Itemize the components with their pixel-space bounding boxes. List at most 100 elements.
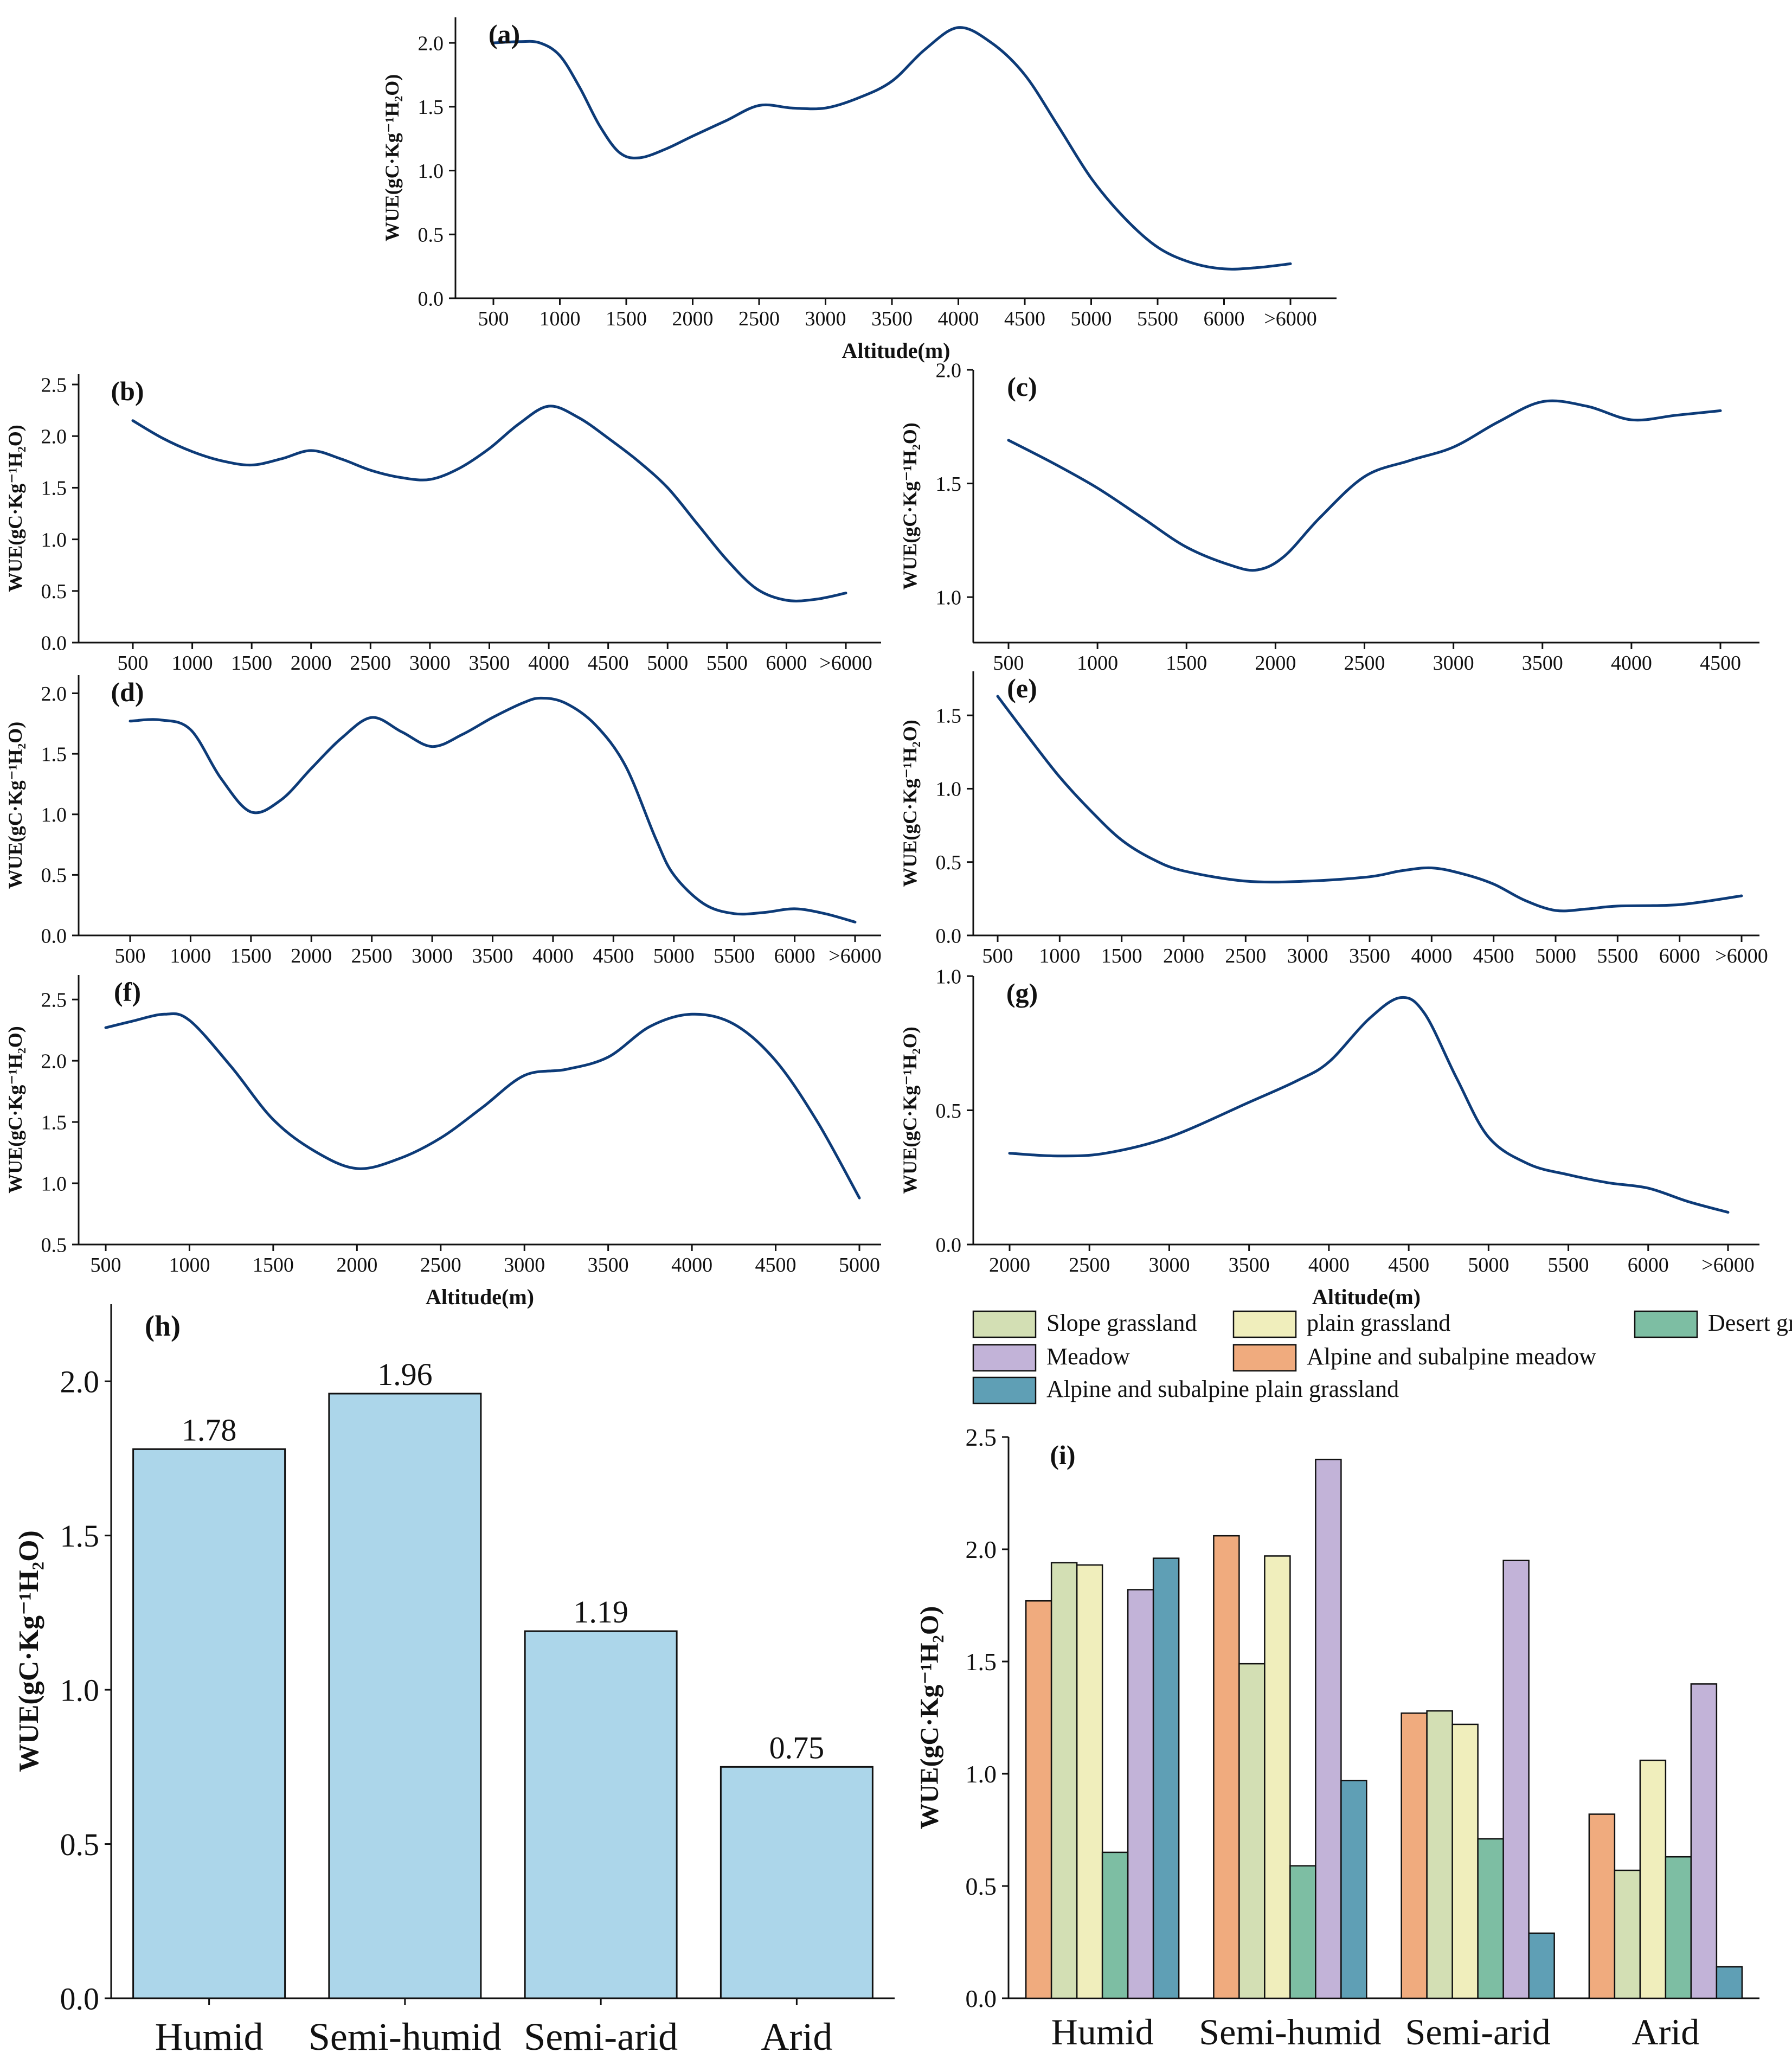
panel-g: 2000 2500 3000 3500 4000 4500 5000 5500 6000 >600…	[899, 978, 1759, 1309]
x-tick-label: 1500	[253, 1254, 294, 1277]
wue-curve-a	[492, 26, 1292, 271]
y-tick-label: 2.5	[41, 989, 67, 1011]
y-tick-label: 0.5	[60, 1827, 100, 1862]
y-tick-label: 1.5	[41, 743, 67, 766]
y-tick-label: 2.0	[41, 683, 67, 705]
bar-semi-arid-alpine-and-subalpine-meadow	[1401, 1712, 1428, 1999]
x-tick-label: Humid	[1051, 2011, 1154, 2052]
y-axis-title: WUE(gC·Kg⁻¹H₂O)	[915, 1606, 944, 1829]
x-tick-label: 4000	[1308, 1254, 1350, 1277]
x-tick-label: 2500	[1069, 1254, 1110, 1277]
x-tick-label: 2500	[351, 945, 393, 967]
x-tick-label: 5500	[714, 945, 755, 967]
legend-swatch	[972, 1310, 1037, 1338]
panel-label: (h)	[145, 1310, 181, 1342]
y-axis-title: WUE(gC·Kg⁻¹H₂O)	[4, 722, 26, 889]
x-tick-label: 5000	[653, 945, 695, 967]
wue-curve-e	[996, 695, 1743, 913]
bar-semi-arid-slope-grassland	[1426, 1710, 1453, 1999]
x-tick-label: 1000	[169, 1254, 210, 1277]
bar-value-label: 1.96	[377, 1357, 433, 1392]
legend-label: Slope grassland	[1046, 1310, 1197, 1336]
x-tick-label: 5500	[1137, 307, 1178, 330]
bar-value-label: 1.19	[573, 1594, 628, 1630]
y-tick-label: 0.5	[41, 580, 67, 603]
x-tick-label: Semi-humid	[1199, 2011, 1381, 2052]
x-tick-label: 5500	[706, 652, 748, 675]
x-tick-label: 3000	[1148, 1254, 1190, 1277]
legend-swatch	[1232, 1310, 1297, 1338]
panel-label: (i)	[1050, 1440, 1075, 1470]
x-tick-label: 6000	[766, 652, 807, 675]
y-tick-label: 1.0	[966, 1760, 997, 1788]
x-tick-label: 1500	[1101, 945, 1142, 967]
x-tick-label: 3500	[1349, 945, 1390, 967]
bar-value-label: 1.78	[182, 1412, 237, 1447]
y-tick-label: 1.0	[41, 804, 67, 826]
panel-label: (d)	[111, 677, 144, 707]
panel-b: 500 1000 1500 2000 2500 3000 3500 4000 4500 5000 5…	[4, 376, 881, 675]
x-tick-label: 500	[91, 1254, 121, 1277]
x-tick-label: 5000	[1535, 945, 1576, 967]
legend-label: Alpine and subalpine meadow	[1307, 1343, 1596, 1370]
y-tick-label: 2.0	[936, 359, 962, 382]
x-tick-label: 3500	[1229, 1254, 1270, 1277]
x-tick-label: >6000	[1715, 945, 1768, 967]
x-tick-label: 3500	[1522, 652, 1563, 675]
legend-swatch	[1232, 1344, 1297, 1372]
bar-semi-arid	[524, 1630, 678, 1999]
x-tick-label: 1000	[172, 652, 213, 675]
x-tick-label: 5000	[1468, 1254, 1509, 1277]
bar-semi-humid-plain-grassland	[1264, 1555, 1291, 1999]
x-tick-label: Semi-arid	[1405, 2011, 1551, 2052]
y-tick-label: 1.5	[936, 704, 962, 727]
bar-arid-meadow	[1690, 1683, 1718, 1999]
x-tick-label: Semi-arid	[524, 2015, 678, 2058]
x-tick-label: 3500	[588, 1254, 629, 1277]
legend-label: Meadow	[1046, 1343, 1130, 1370]
y-tick-label: 1.5	[60, 1518, 100, 1554]
bar-humid-alpine-and-subalpine-plain-grassland	[1152, 1557, 1180, 1999]
y-tick-label: 0.5	[936, 851, 962, 874]
x-axis-title: Altitude(m)	[1312, 1285, 1421, 1309]
y-tick-label: 0.0	[60, 1981, 100, 2016]
x-tick-label: 3000	[412, 945, 453, 967]
bar-humid-desert-grassland	[1101, 1851, 1129, 1999]
panel-h: 1.78 Humid 1.96 Semi-humid 1.19 Semi-arid 0.75…	[14, 1310, 895, 2058]
x-tick-label: 4500	[1700, 652, 1741, 675]
panel-i: Humid Semi-humid Semi-arid Arid (i) WUE(gC·Kg…	[915, 1310, 1792, 2052]
y-tick-label: 1.5	[418, 96, 444, 119]
y-tick-label: 1.5	[41, 477, 67, 500]
legend-label: Alpine and subalpine plain grassland	[1046, 1376, 1399, 1402]
panel-a: 500 1000 1500 2000 2500 3000 3500 4000 4500 5000 5…	[381, 19, 1337, 363]
x-tick-label: >6000	[819, 652, 872, 675]
bar-arid-plain-grassland	[1639, 1759, 1667, 1999]
y-tick-label: 1.0	[41, 1172, 67, 1195]
x-axis-title: Altitude(m)	[842, 338, 950, 363]
bar-semi-arid-alpine-and-subalpine-plain-grassland	[1528, 1932, 1555, 1999]
y-axis-title: WUE(gC·Kg⁻¹H₂O)	[14, 1530, 44, 1772]
x-tick-label: 4500	[755, 1254, 797, 1277]
y-tick-label: 2.0	[41, 1050, 67, 1073]
x-tick-label: 2000	[291, 945, 332, 967]
x-tick-label: Arid	[1632, 2011, 1700, 2052]
y-tick-label: 0.5	[41, 1234, 67, 1256]
y-tick-label: 0.5	[41, 864, 67, 887]
y-axis-title: WUE(gC·Kg⁻¹H₂O)	[899, 422, 921, 590]
wue-curve-d	[129, 696, 857, 923]
x-tick-label: 2500	[738, 307, 780, 330]
wue-curve-g	[1008, 996, 1730, 1214]
y-axis-title: WUE(gC·Kg⁻¹H₂O)	[899, 1027, 921, 1194]
x-tick-label: 4000	[528, 652, 569, 675]
x-tick-label: 5000	[1071, 307, 1112, 330]
y-axis-title: WUE(gC·Kg⁻¹H₂O)	[4, 1026, 26, 1194]
y-tick-label: 1.0	[418, 160, 444, 183]
x-tick-label: 2000	[989, 1254, 1030, 1277]
y-tick-label: 0.5	[966, 1872, 997, 1900]
y-tick-label: 1.5	[41, 1111, 67, 1134]
x-tick-label: 6000	[1204, 307, 1245, 330]
bar-arid	[720, 1766, 873, 1999]
bar-semi-arid-desert-grassland	[1477, 1838, 1504, 1999]
bar-humid	[132, 1448, 286, 1999]
panel-e: 500 1000 1500 2000 2500 3000 3500 4000 4500 5000 5…	[899, 673, 1768, 967]
